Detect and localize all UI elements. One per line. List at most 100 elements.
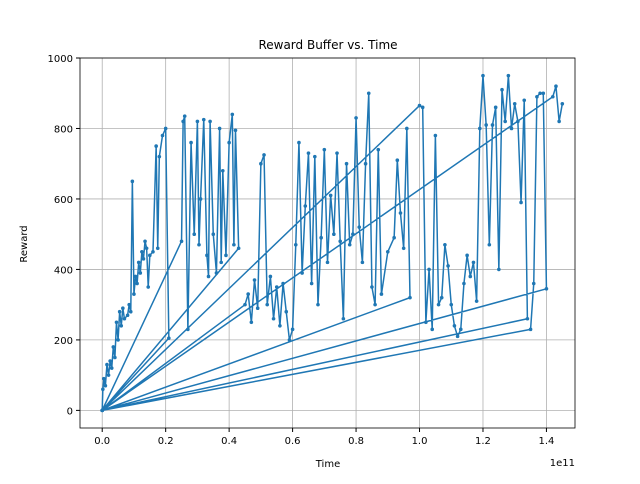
data-point xyxy=(474,299,479,303)
data-point xyxy=(271,316,276,321)
data-point xyxy=(113,355,117,360)
data-point xyxy=(243,302,247,307)
data-point xyxy=(481,73,485,78)
data-point xyxy=(132,292,136,296)
data-point xyxy=(433,133,438,138)
data-point xyxy=(143,239,147,244)
data-point xyxy=(509,126,514,131)
data-point xyxy=(255,306,260,310)
data-point xyxy=(117,309,122,314)
data-point xyxy=(354,116,358,120)
data-point xyxy=(401,246,406,251)
x-tick-label: 1.2 xyxy=(475,436,491,447)
data-point xyxy=(205,253,209,258)
data-point xyxy=(140,250,144,254)
data-point xyxy=(417,103,422,108)
data-point xyxy=(195,119,200,124)
data-point xyxy=(192,232,197,236)
plot-frame xyxy=(79,57,576,429)
data-point xyxy=(376,147,381,152)
data-point xyxy=(430,327,435,332)
data-point xyxy=(103,383,108,388)
data-point xyxy=(560,102,565,106)
data-point xyxy=(478,126,482,131)
data-point xyxy=(306,151,311,155)
y-tick-label: 0 xyxy=(67,406,73,417)
data-point xyxy=(452,324,457,328)
data-point xyxy=(357,225,362,229)
data-point xyxy=(360,260,365,265)
data-point xyxy=(220,168,225,173)
data-point xyxy=(332,232,336,236)
x-tick-label: 0.6 xyxy=(285,436,301,447)
data-point xyxy=(325,260,330,265)
data-point xyxy=(290,327,295,332)
data-point xyxy=(541,91,546,96)
data-point xyxy=(338,239,342,244)
data-point xyxy=(208,119,212,124)
data-point xyxy=(259,161,263,166)
data-point xyxy=(503,119,507,124)
data-point xyxy=(232,242,236,247)
y-tick-label: 1000 xyxy=(48,54,73,65)
data-point xyxy=(344,161,349,166)
data-point xyxy=(268,274,273,279)
data-point xyxy=(157,154,162,159)
data-point xyxy=(525,316,530,321)
x-tick-label: 1.0 xyxy=(412,436,428,447)
data-point xyxy=(373,302,377,307)
data-point xyxy=(366,91,371,96)
data-point xyxy=(252,278,257,282)
data-point xyxy=(236,246,241,251)
data-point xyxy=(227,140,231,145)
data-point xyxy=(316,302,320,307)
data-point xyxy=(363,161,368,166)
data-point xyxy=(155,246,160,251)
data-point xyxy=(135,281,139,286)
data-point xyxy=(439,295,444,300)
data-point xyxy=(455,334,460,339)
data-point xyxy=(351,232,355,236)
data-point xyxy=(163,126,168,131)
data-point xyxy=(465,253,469,258)
data-point xyxy=(347,242,352,247)
data-point xyxy=(278,324,282,328)
data-point xyxy=(293,242,298,247)
data-point xyxy=(211,232,216,236)
data-point xyxy=(303,204,308,208)
data-point xyxy=(328,193,333,198)
x-tick-label: 0.2 xyxy=(158,436,174,447)
data-point xyxy=(535,94,539,99)
data-point xyxy=(105,362,109,367)
data-point xyxy=(146,285,151,289)
data-point xyxy=(379,292,384,296)
data-point xyxy=(100,408,105,413)
data-point xyxy=(297,140,301,145)
data-point xyxy=(554,84,558,88)
data-point xyxy=(313,154,317,159)
data-point xyxy=(121,306,125,310)
data-point xyxy=(341,316,346,321)
data-point xyxy=(550,94,555,99)
data-point xyxy=(127,302,131,307)
data-point xyxy=(544,287,549,291)
data-point xyxy=(522,98,527,103)
data-point xyxy=(108,359,112,363)
data-point xyxy=(111,345,116,349)
data-point xyxy=(186,327,190,332)
data-point xyxy=(300,271,304,275)
x-tick-label: 0.0 xyxy=(94,436,110,447)
data-point xyxy=(493,105,498,110)
x-tick-label: 0.8 xyxy=(348,436,364,447)
data-point xyxy=(262,153,266,157)
data-point xyxy=(133,274,138,279)
data-point xyxy=(528,327,533,332)
data-point xyxy=(424,320,428,325)
data-point xyxy=(427,267,431,272)
data-point xyxy=(395,158,400,162)
y-tick-label: 200 xyxy=(54,336,73,347)
data-point xyxy=(319,235,323,240)
x-tick-label: 1.4 xyxy=(538,436,554,447)
